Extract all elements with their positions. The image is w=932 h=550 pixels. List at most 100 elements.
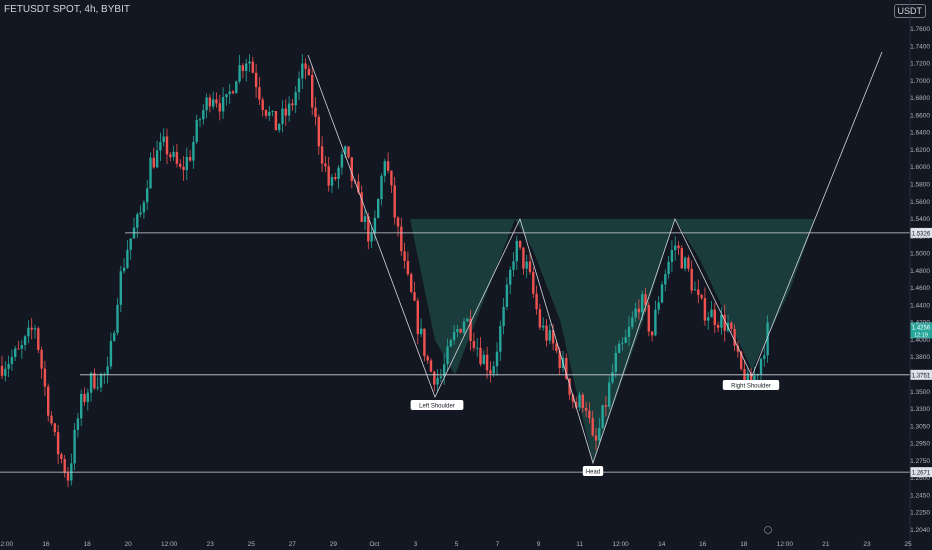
candle-body (215, 99, 218, 104)
candle-body (608, 382, 611, 407)
candle-body (406, 260, 410, 275)
x-tick-label: 3 (414, 541, 418, 548)
y-tick-label: 1.2040 (910, 527, 930, 534)
candle-body (611, 371, 614, 383)
candle-body (690, 268, 693, 291)
candle-body (370, 232, 373, 242)
candle-body (340, 154, 344, 168)
price-tag-countdown: 12:19 (914, 332, 928, 338)
candle-body (479, 347, 482, 365)
candle-body (93, 372, 96, 389)
candle-body (363, 216, 367, 222)
candle-body (149, 157, 152, 189)
candle-body (571, 394, 575, 402)
pattern-label: Right Shoulder (731, 384, 771, 390)
candle-body (730, 322, 733, 329)
candle-body (109, 340, 113, 367)
pattern-line (307, 51, 883, 465)
x-tick-label: 18 (83, 541, 91, 548)
candle-body (360, 192, 363, 222)
candle-body (146, 188, 149, 203)
candle-body (588, 410, 591, 419)
x-tick-label: 12:00 (0, 541, 14, 548)
candle-body (644, 294, 647, 305)
candle-body (106, 366, 109, 374)
candle-body (297, 78, 301, 93)
candle-body (238, 65, 241, 82)
y-tick-label: 1.2250 (910, 510, 930, 517)
candle-body (47, 386, 50, 416)
candle-body (683, 257, 687, 269)
y-tick-label: 1.6400 (910, 130, 930, 137)
candle-body (677, 245, 680, 249)
candle-body (152, 157, 155, 168)
candle-body (380, 175, 383, 200)
y-tick-label: 1.6200 (910, 147, 930, 154)
y-tick-label: 1.5200 (910, 233, 930, 240)
candle-body (251, 61, 254, 73)
candle-body (73, 429, 76, 464)
candle-body (126, 249, 129, 268)
candle-body (76, 418, 80, 430)
symbol-title: FETUSDT SPOT, 4h, BYBIT (4, 4, 130, 15)
candle-body (528, 261, 532, 273)
candle-body (175, 151, 179, 164)
candle-body (278, 124, 281, 131)
pattern-label: Head (586, 470, 600, 476)
candle-body (456, 329, 459, 332)
x-tick-label: 21 (822, 541, 830, 548)
candle-body (723, 314, 726, 331)
candle-body (23, 336, 27, 346)
candle-body (693, 289, 697, 291)
candle-body (20, 345, 23, 349)
x-tick-label: 7 (496, 541, 500, 548)
candle-body (129, 238, 132, 250)
candle-body (122, 267, 126, 272)
candle-body (80, 393, 83, 419)
candle-body (377, 199, 380, 218)
candle-body (485, 354, 489, 371)
candle-body (703, 298, 707, 321)
candle-body (512, 261, 515, 270)
x-tick-label: 16 (699, 541, 707, 548)
candle-body (83, 393, 86, 402)
candle-body (320, 146, 324, 164)
candle-body (740, 351, 743, 369)
candle-body (687, 257, 690, 269)
pattern-fill (410, 219, 815, 463)
candle-body (443, 364, 446, 377)
candle-body (205, 97, 208, 111)
candle-body (446, 346, 449, 365)
candle-body (654, 309, 657, 336)
candle-body (697, 289, 700, 295)
y-tick-label: 1.2950 (910, 441, 930, 448)
candle-body (337, 167, 340, 179)
candle-body (707, 317, 710, 321)
candle-body (413, 292, 416, 301)
candle-body (314, 107, 317, 117)
candle-body (291, 103, 294, 106)
candle-body (281, 108, 284, 125)
candle-body (43, 368, 47, 387)
y-tick-label: 1.5800 (910, 181, 930, 188)
candle-body (396, 217, 400, 227)
candle-body (311, 74, 314, 108)
candle-body (367, 216, 370, 242)
candle-body (155, 150, 159, 168)
candle-body (301, 63, 304, 79)
x-tick-label: Oct (369, 541, 379, 548)
candle-body (766, 322, 769, 356)
candle-body (165, 136, 169, 155)
candle-body (182, 166, 185, 171)
price-tag-value: 1.4256 (912, 325, 931, 331)
y-tick-label: 1.7200 (910, 61, 930, 68)
candle-body (647, 304, 650, 332)
y-tick-label: 1.4800 (910, 268, 930, 275)
candle-body (499, 326, 502, 352)
candle-body (30, 327, 33, 330)
candle-body (264, 110, 268, 116)
candle-body (532, 272, 535, 294)
candle-body (667, 261, 670, 275)
candle-body (439, 376, 443, 378)
